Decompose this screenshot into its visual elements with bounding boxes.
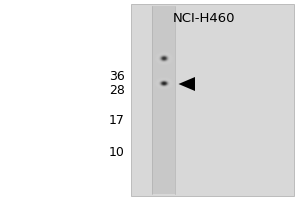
Text: 28: 28 — [109, 84, 124, 98]
Text: 36: 36 — [109, 70, 124, 82]
Bar — [130, 4, 294, 196]
Text: 10: 10 — [109, 146, 124, 158]
Bar — [152, 6, 175, 194]
Text: 17: 17 — [109, 114, 124, 127]
Text: NCI-H460: NCI-H460 — [173, 12, 235, 25]
Polygon shape — [178, 77, 195, 91]
